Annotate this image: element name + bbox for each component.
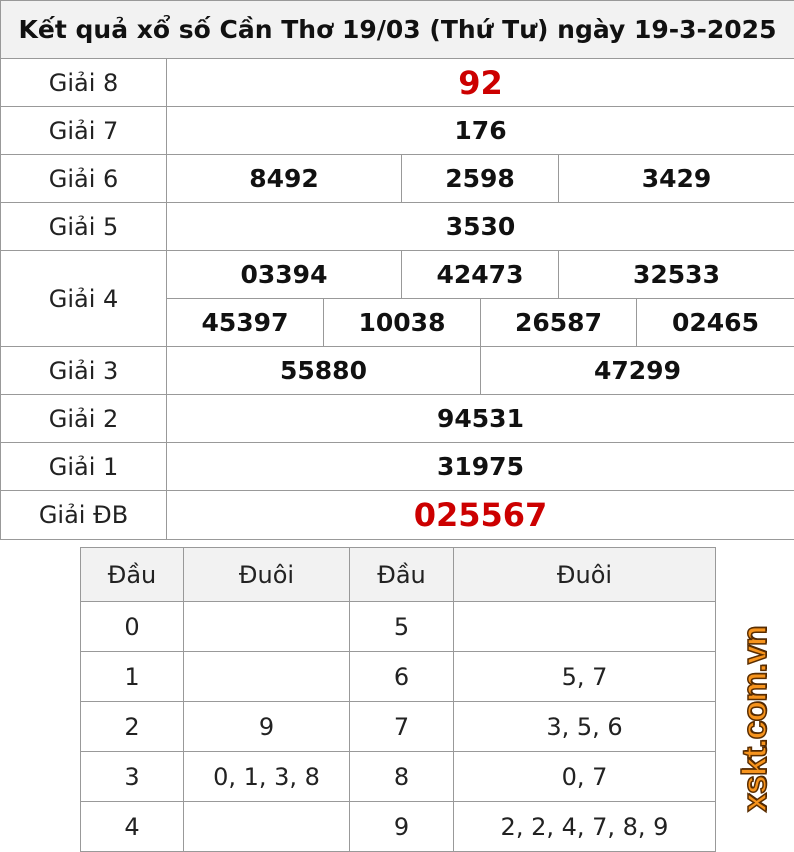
prize-label: Giải 5 <box>1 203 167 251</box>
prize-label: Giải 2 <box>1 395 167 443</box>
prize-number: 45397 <box>167 299 324 347</box>
dau-cell: 9 <box>350 802 454 852</box>
dau-cell: 3 <box>81 752 184 802</box>
dau-cell: 4 <box>81 802 184 852</box>
prize-number: 32533 <box>559 251 794 299</box>
duoi-cell <box>184 802 350 852</box>
prize-number: 3429 <box>559 155 794 203</box>
prize-number: 2598 <box>402 155 559 203</box>
dau-cell: 1 <box>81 652 184 702</box>
results-table: Kết quả xổ số Cần Thơ 19/03 (Thứ Tư) ngà… <box>0 0 794 540</box>
prize-label: Giải ĐB <box>1 491 167 540</box>
prize-number: 47299 <box>481 347 794 395</box>
prize-number: 03394 <box>167 251 402 299</box>
duoi-cell: 9 <box>184 702 350 752</box>
dau-cell: 2 <box>81 702 184 752</box>
dau-cell: 7 <box>350 702 454 752</box>
prize-label: Giải 7 <box>1 107 167 155</box>
prize-label: Giải 3 <box>1 347 167 395</box>
dau-cell: 6 <box>350 652 454 702</box>
prize-label: Giải 6 <box>1 155 167 203</box>
prize-number: 31975 <box>167 443 794 491</box>
prize-number: 92 <box>167 59 794 107</box>
duoi-cell: 0, 1, 3, 8 <box>184 752 350 802</box>
duoi-cell: 2, 2, 4, 7, 8, 9 <box>454 802 716 852</box>
duoi-cell: 0, 7 <box>454 752 716 802</box>
special-prize-number: 025567 <box>167 491 794 540</box>
duoi-cell: 3, 5, 6 <box>454 702 716 752</box>
col-header: Đầu <box>81 548 184 602</box>
duoi-cell <box>184 602 350 652</box>
col-header: Đuôi <box>184 548 350 602</box>
prize-number: 26587 <box>481 299 637 347</box>
prize-number: 55880 <box>167 347 481 395</box>
dau-cell: 0 <box>81 602 184 652</box>
page-title: Kết quả xổ số Cần Thơ 19/03 (Thứ Tư) ngà… <box>1 1 794 59</box>
prize-number: 94531 <box>167 395 794 443</box>
dau-cell: 5 <box>350 602 454 652</box>
prize-label: Giải 1 <box>1 443 167 491</box>
dau-cell: 8 <box>350 752 454 802</box>
prize-number: 176 <box>167 107 794 155</box>
watermark-logo: xskt.com.vn <box>735 626 775 812</box>
prize-number: 3530 <box>167 203 794 251</box>
duoi-cell <box>454 602 716 652</box>
col-header: Đầu <box>350 548 454 602</box>
duoi-cell <box>184 652 350 702</box>
prize-number: 10038 <box>324 299 481 347</box>
prize-number: 42473 <box>402 251 559 299</box>
duoi-cell: 5, 7 <box>454 652 716 702</box>
prize-label: Giải 8 <box>1 59 167 107</box>
prize-label: Giải 4 <box>1 251 167 347</box>
prize-number: 02465 <box>637 299 794 347</box>
col-header: Đuôi <box>454 548 716 602</box>
prize-number: 8492 <box>167 155 402 203</box>
